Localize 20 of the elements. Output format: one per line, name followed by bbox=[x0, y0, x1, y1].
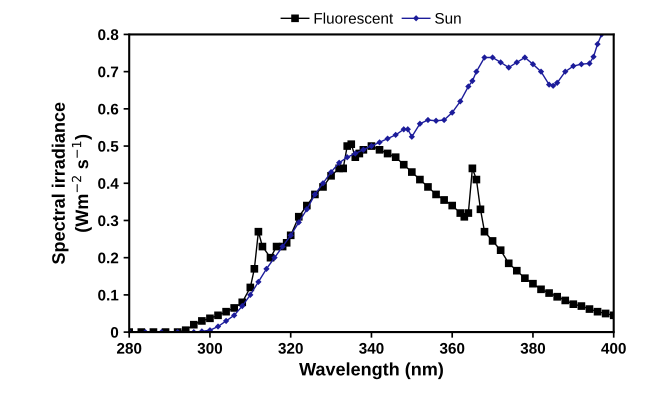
legend-label: Fluorescent bbox=[314, 12, 394, 24]
x-tick-label: 340 bbox=[359, 342, 384, 354]
y-tick-label: 0.7 bbox=[98, 66, 118, 78]
y-tick-label: 0.1 bbox=[98, 290, 118, 301]
x-tick-label: 380 bbox=[520, 342, 546, 354]
y-tick-label: 0.4 bbox=[98, 178, 119, 189]
y-tick-label: 0.3 bbox=[98, 215, 118, 226]
y-axis-title: Spectral irradiance (Wm$^{−2}$ s$^{−1}$) bbox=[52, 102, 92, 264]
x-tick-label: 400 bbox=[601, 342, 626, 354]
x-tick-label: 360 bbox=[440, 342, 464, 354]
legend-label: Sun bbox=[435, 12, 461, 24]
y-tick-label: 0.5 bbox=[98, 140, 118, 152]
y-tick-label: 0.2 bbox=[98, 252, 118, 264]
y-tick-label: 0 bbox=[110, 326, 118, 338]
y-tick-label: 0.8 bbox=[98, 29, 118, 40]
x-tick-label: 280 bbox=[116, 342, 142, 354]
x-tick-label: 300 bbox=[198, 342, 222, 354]
y-tick-label: 0.6 bbox=[98, 104, 118, 115]
x-axis-title: Wavelength (nm) bbox=[299, 362, 443, 380]
x-tick-label: 320 bbox=[278, 342, 303, 354]
